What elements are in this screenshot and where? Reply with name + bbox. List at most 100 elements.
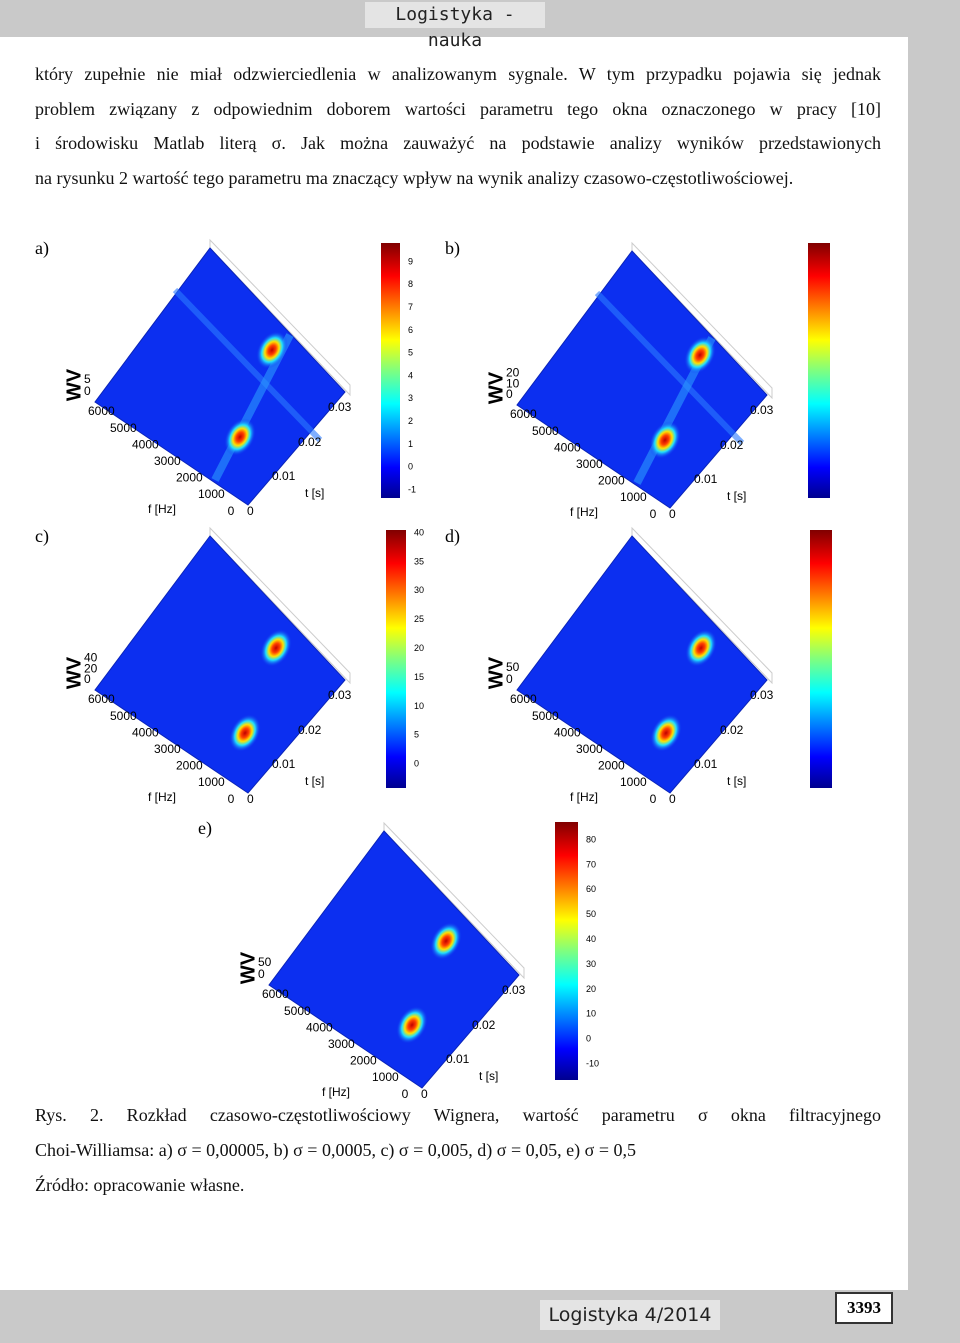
f-tick-label: 2000 xyxy=(176,471,203,485)
colorbar-tick-label: 50 xyxy=(586,909,596,919)
surface xyxy=(516,535,768,794)
colorbar-tick-label: 10 xyxy=(414,701,424,711)
f-tick-label: 1000 xyxy=(620,490,647,504)
t-tick-label: 0.03 xyxy=(502,983,526,997)
z-tick-label: 0 xyxy=(84,672,91,686)
f-axis-label: f [Hz] xyxy=(322,1085,350,1099)
z-axis-label: WV xyxy=(63,368,85,401)
colorbar-tick-label: 6 xyxy=(408,325,413,335)
t-tick-label: 0 xyxy=(421,1087,428,1100)
f-axis-label: f [Hz] xyxy=(148,790,176,804)
peak xyxy=(256,331,288,369)
z-tick-label: 10 xyxy=(506,376,520,390)
panel-label: e) xyxy=(198,818,212,839)
f-tick-label: 5000 xyxy=(110,421,137,435)
f-tick-label: 3000 xyxy=(328,1037,355,1051)
surface xyxy=(94,535,346,794)
surface xyxy=(268,830,520,1089)
t-tick-label: 0.02 xyxy=(472,1018,496,1032)
f-tick-label: 0 xyxy=(228,504,235,518)
f-tick-label: 0 xyxy=(650,507,657,521)
colorbar-tick-label: 60 xyxy=(586,884,596,894)
caption-line: Choi-Williamsa: a) σ = 0,00005, b) σ = 0… xyxy=(35,1140,636,1160)
peak xyxy=(685,629,717,667)
f-tick-label: 2000 xyxy=(598,474,625,488)
f-tick-label: 6000 xyxy=(510,692,537,706)
footer-bar xyxy=(0,1290,960,1343)
paragraph-line: na rysunku 2 wartość tego parametru ma z… xyxy=(35,168,794,188)
z-axis-label: WV xyxy=(63,656,85,689)
f-tick-label: 2000 xyxy=(598,759,625,773)
colorbar-tick-label: 9 xyxy=(408,256,413,266)
grid-box xyxy=(631,241,773,400)
colorbar-tick-label: 20 xyxy=(586,984,596,994)
colorbar xyxy=(386,530,406,788)
z-tick-label: 0 xyxy=(506,387,513,401)
f-axis-label: f [Hz] xyxy=(570,505,598,519)
journal: Logistyka 4/2014 xyxy=(540,1300,720,1330)
t-axis-label: t [s] xyxy=(479,1069,498,1083)
colorbar-tick-label: 7 xyxy=(408,302,413,312)
peak xyxy=(649,421,681,459)
colorbar-tick-label: 15 xyxy=(414,672,424,682)
f-axis-label: f [Hz] xyxy=(148,502,176,516)
t-tick-label: 0.03 xyxy=(328,400,352,414)
f-axis-label: f [Hz] xyxy=(570,790,598,804)
t-tick-label: 0 xyxy=(669,792,676,806)
z-tick-label: 20 xyxy=(84,661,98,675)
panel-label: a) xyxy=(35,238,49,259)
peak xyxy=(430,922,462,960)
peak xyxy=(650,714,682,752)
colorbar-tick-label: 8 xyxy=(408,279,413,289)
t-tick-label: 0.01 xyxy=(694,757,718,771)
z-tick-label: 40 xyxy=(84,651,98,665)
colorbar-tick-label: 80 xyxy=(586,834,596,844)
side-margin xyxy=(908,0,960,1343)
z-tick-label: 50 xyxy=(506,660,520,674)
t-axis-label: t [s] xyxy=(727,774,746,788)
t-axis-label: t [s] xyxy=(305,486,324,500)
f-tick-label: 1000 xyxy=(620,775,647,789)
z-tick-label: 20 xyxy=(506,366,520,380)
z-axis-label: WV xyxy=(485,371,507,404)
peak xyxy=(396,1006,428,1044)
f-tick-label: 3000 xyxy=(154,454,181,468)
f-tick-label: 3000 xyxy=(576,742,603,756)
z-axis-label: WV xyxy=(485,656,507,689)
f-tick-label: 0 xyxy=(650,792,657,806)
colorbar-tick-label: 2 xyxy=(408,416,413,426)
t-tick-label: 0 xyxy=(247,504,254,518)
f-tick-label: 1000 xyxy=(372,1070,399,1084)
colorbar-tick-label: 70 xyxy=(586,859,596,869)
source: Źródło: opracowanie własne. xyxy=(35,1175,245,1195)
f-tick-label: 1000 xyxy=(198,775,225,789)
colorbar-tick-label: 0 xyxy=(414,759,419,769)
colorbar-tick-label: 10 xyxy=(586,1009,596,1019)
colorbar-tick-label: 4 xyxy=(408,370,413,380)
f-tick-label: 5000 xyxy=(110,709,137,723)
peak xyxy=(684,336,716,374)
f-tick-label: 4000 xyxy=(132,725,159,739)
colorbar-tick-label: 1 xyxy=(408,439,413,449)
panel-label: b) xyxy=(445,238,460,259)
colorbar xyxy=(810,530,832,788)
t-tick-label: 0.01 xyxy=(272,469,296,483)
t-tick-label: 0 xyxy=(247,792,254,806)
caption-line: Rys. 2. Rozkład czasowo-częstotliwościow… xyxy=(35,1105,881,1125)
colorbar-tick-label: 20 xyxy=(414,643,424,653)
grid-box xyxy=(209,526,351,685)
f-tick-label: 6000 xyxy=(88,404,115,418)
colorbar-tick-label: 25 xyxy=(414,614,424,624)
t-tick-label: 0 xyxy=(669,507,676,521)
z-tick-label: 50 xyxy=(258,955,272,969)
colorbar-tick-label: 40 xyxy=(586,934,596,944)
grid-box xyxy=(383,821,525,980)
colorbar-tick-label: -10 xyxy=(586,1058,599,1068)
t-tick-label: 0.02 xyxy=(720,723,744,737)
f-tick-label: 4000 xyxy=(554,725,581,739)
peak xyxy=(260,629,292,667)
colorbar-tick-label: 5 xyxy=(408,348,413,358)
colorbar-tick-label: 5 xyxy=(414,730,419,740)
f-tick-label: 0 xyxy=(228,792,235,806)
